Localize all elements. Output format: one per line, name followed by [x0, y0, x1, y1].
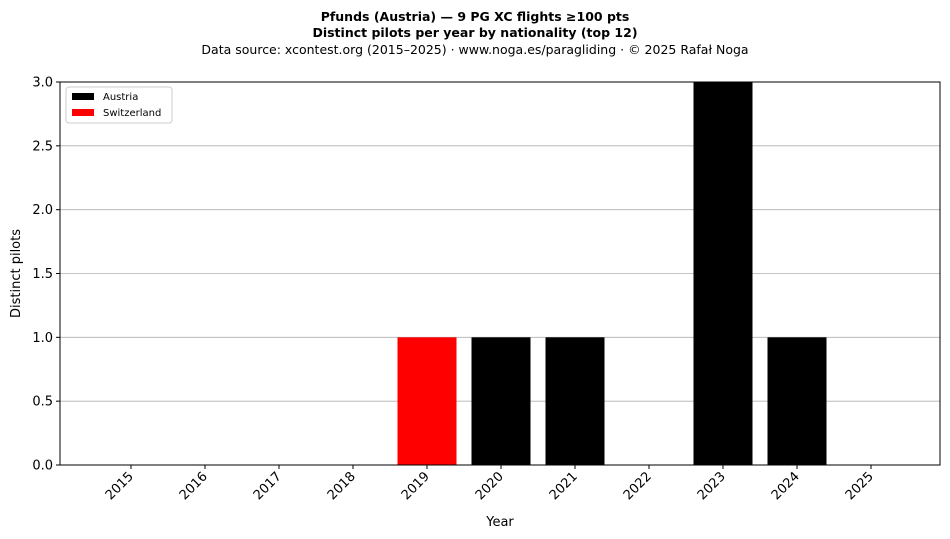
- x-tick-label: 2017: [251, 469, 285, 503]
- chart-titles: Pfunds (Austria) — 9 PG XC flights ≥100 …: [0, 9, 950, 59]
- bar-austria-2021: [545, 337, 605, 465]
- x-tick-label: 2025: [843, 469, 877, 503]
- x-axis: 2015 2016 2017 2018 2019 2020 2021 2022 2023 2024…: [103, 465, 877, 503]
- chart-source-line: Data source: xcontest.org (2015–2025) · …: [201, 42, 749, 57]
- y-axis-label: Distinct pilots: [9, 229, 24, 318]
- x-tick-label: 2022: [621, 469, 655, 503]
- x-tick-label: 2021: [547, 469, 581, 503]
- legend-label: Switzerland: [103, 108, 161, 119]
- y-tick-label: 2.0: [32, 203, 53, 218]
- chart-subtitle: Distinct pilots per year by nationality …: [312, 25, 638, 40]
- y-axis: 0.0 0.5 1.0 1.5 2.0 2.5 3.0: [32, 76, 60, 474]
- bar-austria-2024: [767, 337, 827, 465]
- y-tick-label: 3.0: [32, 76, 53, 91]
- x-axis-label: Year: [485, 515, 514, 530]
- x-tick-label: 2020: [473, 469, 507, 503]
- x-tick-label: 2024: [769, 469, 803, 503]
- y-tick-label: 1.5: [32, 267, 53, 282]
- bar-austria-2023: [693, 82, 753, 465]
- bar-switzerland-2019: [397, 337, 457, 465]
- x-tick-label: 2019: [399, 469, 433, 503]
- y-tick-label: 2.5: [32, 139, 53, 154]
- legend-label: Austria: [103, 92, 138, 103]
- bar-austria-2020: [471, 337, 531, 465]
- plot-frame: [59, 81, 941, 466]
- y-tick-label: 0.0: [32, 459, 53, 474]
- x-tick-label: 2018: [325, 469, 359, 503]
- bars: [397, 82, 827, 465]
- legend: Austria Switzerland: [65, 86, 173, 124]
- x-tick-label: 2023: [695, 469, 729, 503]
- y-tick-label: 1.0: [32, 331, 53, 346]
- x-tick-label: 2016: [177, 469, 211, 503]
- legend-swatch: [72, 109, 94, 116]
- y-tick-label: 0.5: [32, 395, 53, 410]
- x-tick-label: 2015: [103, 469, 137, 503]
- chart-title: Pfunds (Austria) — 9 PG XC flights ≥100 …: [320, 9, 630, 24]
- legend-swatch: [72, 93, 94, 100]
